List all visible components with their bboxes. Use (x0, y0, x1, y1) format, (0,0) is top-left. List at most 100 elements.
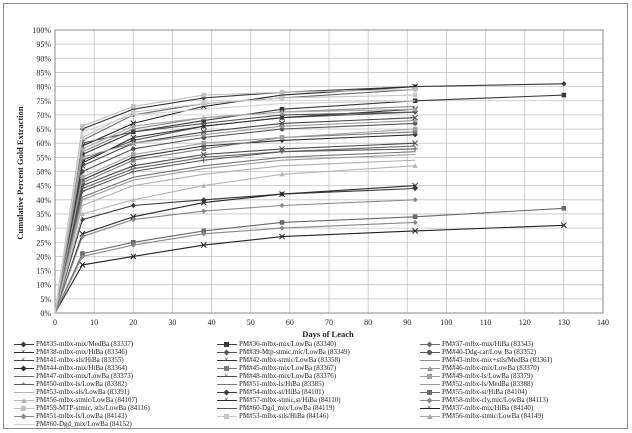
legend-label: PM#37-mlbx-mix/HiBa (83343) (442, 340, 534, 348)
x-tick-label: 140 (597, 318, 609, 327)
legend-item: PM#56-mlbx-stmic/LowBa (84149) (420, 412, 543, 421)
legend-swatch (217, 348, 237, 357)
x-tick-label: 40 (208, 318, 216, 327)
series-23 (54, 182, 419, 314)
series-29 (54, 92, 418, 314)
legend-swatch (14, 388, 34, 397)
data-point (130, 239, 136, 245)
data-point (412, 140, 419, 147)
legend-item: PM#54-mlbx-st/HiBa (84101) (217, 388, 324, 397)
legend-swatch (217, 380, 237, 389)
series-2 (54, 92, 567, 314)
legend-swatch (420, 388, 440, 397)
legend-swatch (420, 340, 440, 349)
legend-item: PM#49-mlbx-ls/LowBa (83379) (420, 372, 533, 381)
x-tick-label: 20 (129, 318, 137, 327)
series-line (54, 148, 416, 314)
x-tick-label: 90 (403, 318, 411, 327)
legend-item: PM#37-mlbx-mix/HiBa (83343) (420, 340, 533, 349)
data-point (201, 183, 207, 188)
data-point (561, 81, 567, 87)
series-line (54, 199, 416, 314)
data-point (412, 163, 418, 168)
y-tick-label: 95% (36, 40, 51, 49)
chart-frame (3, 3, 628, 429)
data-point (130, 104, 136, 109)
legend-label: PM#60-Dgd_mix/LowBa (84152) (36, 420, 132, 428)
data-point (412, 182, 419, 189)
y-tick-label: 55% (36, 153, 51, 162)
data-point (79, 233, 85, 240)
data-point (200, 123, 207, 130)
series-line (54, 224, 564, 314)
legend-swatch (420, 380, 440, 389)
series-17 (54, 151, 416, 314)
y-tick-label: 20% (36, 252, 51, 261)
legend-label: PM#52-mlbx-ls/MedBa (83388) (442, 380, 533, 388)
y-tick-label: 90% (36, 54, 51, 63)
data-point (560, 222, 567, 229)
legend-item: PM#60-Dgd_mix/LowBa (84152) (14, 420, 132, 429)
legend-item: × PM#41-mlbx-sls/HiBa (83355) (14, 356, 124, 365)
y-tick-label: 40% (36, 196, 51, 205)
legend-swatch (14, 364, 34, 373)
data-point (130, 202, 136, 209)
data-point (412, 214, 418, 220)
data-point (200, 199, 207, 206)
legend-label: PM#39-Mtp-stmic,mic/LowBa (83349) (239, 348, 350, 356)
legend-item: × PM#48-mlbx-mix/LowBa (83376) (217, 372, 336, 381)
series-line (54, 151, 416, 314)
legend-label: PM#36-mlbx-mix/LowBa (83340) (239, 340, 337, 348)
legend-swatch: × (14, 356, 34, 365)
data-point (201, 208, 207, 214)
legend-label: PM#40-Ddg-car/Low Ba (83352) (442, 348, 537, 356)
legend-swatch (14, 412, 34, 421)
legend-label: PM#53-mlbx-sls/LowBa (83391) (36, 388, 130, 396)
data-point (412, 219, 418, 226)
series-19 (54, 159, 416, 314)
y-tick-label: 70% (36, 111, 51, 120)
legend-item: PM#45-mlbx-mix/LowBa (83367) (217, 364, 336, 373)
data-point (79, 188, 85, 194)
data-point (130, 152, 136, 157)
y-tick-label: 50% (36, 168, 51, 177)
legend-swatch (217, 404, 237, 413)
series-27 (54, 222, 567, 314)
data-point (279, 225, 285, 231)
x-axis-label: Days of Leach (302, 329, 354, 339)
legend-swatch (420, 372, 440, 381)
legend-item: PM#47-mlbx-mix/LowBa (83373) (14, 372, 133, 381)
legend-item: PM#60-Dgd_mix/LowBa (84119) (217, 404, 335, 413)
legend-item: PM#55-mlbx-st/HiBa (84104) (420, 388, 527, 397)
data-point (79, 261, 86, 268)
y-tick-label: 80% (36, 83, 51, 92)
legend-item: × PM#57-mlbx-stmic,st/HiBa (84110) (217, 396, 341, 405)
x-tick-label: 120 (519, 318, 531, 327)
series-line (54, 153, 416, 314)
y-tick-label: 30% (36, 224, 51, 233)
legend-label: PM#38-mlbx-mix/HiBa (83346) (36, 348, 128, 356)
data-point (80, 123, 85, 129)
legend-label: PM#54-mlbx-st/HiBa (84101) (239, 388, 324, 396)
data-point (80, 174, 85, 180)
legend-item: PM#36-mlbx-mix/LowBa (83340) (217, 340, 336, 349)
series-15 (54, 126, 418, 314)
plot-area-border (54, 29, 604, 314)
legend-label: PM#47-mlbx-mix/LowBa (83373) (36, 372, 134, 380)
series-line (54, 128, 416, 314)
axes: 0% 5% 10% 15% 20% 25% 30% 35% 40% 45% 50% 55% 60% 65%… (32, 26, 609, 327)
data-point (201, 115, 207, 120)
data-point (79, 253, 85, 259)
data-point (130, 134, 137, 141)
x-tick-label: 0 (53, 318, 57, 327)
legend-item: PM#44-mlbx-mix/HiBa (83364) (14, 364, 127, 373)
legend-label: PM#53-mlbx-stls/HiBa (84146) (239, 412, 329, 420)
data-point (412, 117, 418, 123)
legend-item: PM#51-mlbx-ls/LowBa (84143) (14, 412, 127, 421)
legend-label: PM#42-mlbx-stmic/LowBa (83358) (239, 356, 341, 364)
series-line (54, 108, 416, 314)
legend-label: PM#48-mlbx-mix/LowBa (83376) (239, 372, 337, 380)
y-tick-label: 15% (36, 267, 51, 276)
data-point (412, 129, 418, 135)
legend-label: PM#41-mlbx-sls/HiBa (83355) (36, 356, 124, 364)
